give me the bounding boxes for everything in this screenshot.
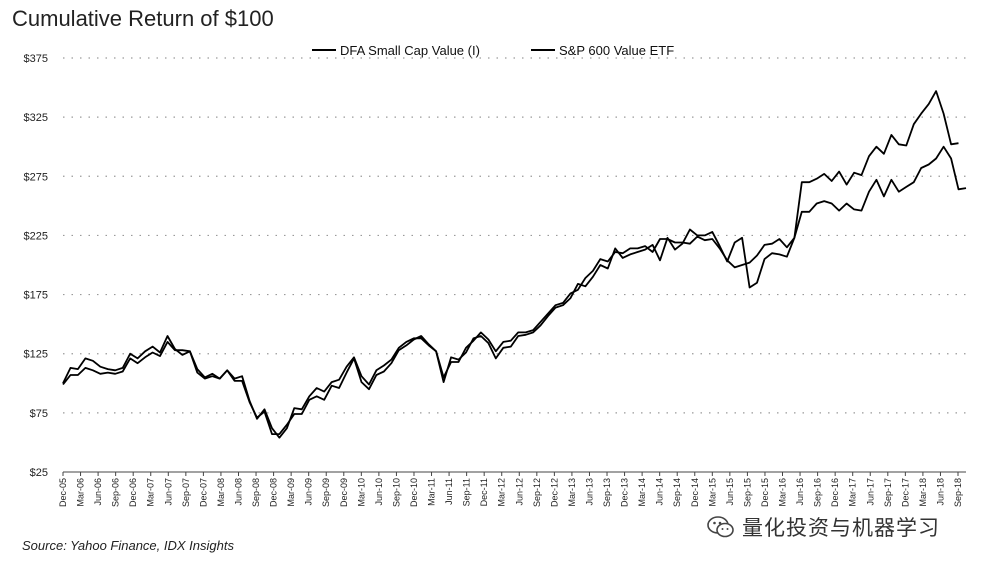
- x-tick-label: Jun-14: [655, 478, 665, 506]
- x-tick-label: Sep-06: [111, 478, 121, 507]
- x-tick-label: Mar-07: [146, 478, 156, 507]
- x-tick-label: Jun-09: [304, 478, 314, 506]
- x-tick-label: Dec-10: [409, 478, 419, 507]
- x-tick-label: Jun-12: [514, 478, 524, 506]
- x-tick-label: Jun-07: [163, 478, 173, 506]
- y-tick-label: $325: [24, 112, 48, 124]
- x-tick-label: Sep-15: [742, 478, 752, 507]
- x-tick-label: Dec-07: [198, 478, 208, 507]
- wechat-icon: [707, 516, 734, 538]
- y-tick-label: $375: [24, 53, 48, 65]
- x-tick-label: Sep-07: [181, 478, 191, 507]
- x-tick-label: Dec-09: [339, 478, 349, 507]
- x-tick-label: Sep-14: [672, 478, 682, 507]
- x-tick-label: Sep-10: [391, 478, 401, 507]
- source-note: Source: Yahoo Finance, IDX Insights: [22, 538, 234, 553]
- series-lines: [62, 90, 967, 439]
- y-tick-label: $275: [24, 171, 48, 183]
- x-tick-label: Sep-08: [251, 478, 261, 507]
- x-tick-label: Mar-16: [778, 478, 788, 507]
- y-tick-label: $175: [24, 290, 48, 302]
- x-tick-label: Dec-16: [830, 478, 840, 507]
- x-tick-label: Sep-16: [813, 478, 823, 507]
- x-tick-label: Dec-15: [760, 478, 770, 507]
- y-tick-label: $75: [30, 408, 48, 420]
- x-tick-label: Mar-06: [76, 478, 86, 507]
- x-tick-label: Jun-06: [93, 478, 103, 506]
- x-tick-label: Mar-11: [427, 478, 437, 506]
- axes: $25 $75 $125 $175 $225 $275 $325 $375 Dec-05 Mar-…: [24, 53, 966, 507]
- x-tick-label: Mar-14: [637, 478, 647, 507]
- watermark: 量化投资与机器学习: [706, 512, 940, 542]
- legend: DFA Small Cap Value (I) S&P 600 Value ETF: [312, 43, 674, 58]
- x-tick-label: Jun-16: [795, 478, 805, 506]
- y-tick-label: $125: [24, 349, 48, 361]
- x-tick-label: Dec-08: [269, 478, 279, 507]
- x-tick-label: Sep-17: [883, 478, 893, 507]
- x-tick-label: Sep-18: [953, 478, 963, 507]
- x-tick-label: Mar-17: [848, 478, 858, 507]
- legend-label-2: S&P 600 Value ETF: [559, 43, 674, 58]
- x-tick-label: Jun-17: [865, 478, 875, 506]
- x-tick-label: Dec-11: [479, 478, 489, 506]
- y-tick-label: $25: [30, 467, 48, 479]
- x-tick-label: Jun-10: [374, 478, 384, 506]
- x-tick-label: Sep-12: [532, 478, 542, 507]
- x-tick-label: Dec-17: [900, 478, 910, 507]
- watermark-text: 量化投资与机器学习: [742, 516, 940, 540]
- x-tick-label: Dec-05: [58, 478, 68, 507]
- series-line-1: [62, 145, 967, 439]
- x-tick-label: Jun-15: [725, 478, 735, 506]
- x-tick-label: Dec-13: [620, 478, 630, 507]
- x-tick-label: Sep-09: [321, 478, 331, 507]
- y-tick-label: $225: [24, 230, 48, 242]
- gridlines: [63, 57, 966, 414]
- x-tick-label: Dec-06: [128, 478, 138, 507]
- x-tick-label: Dec-12: [549, 478, 559, 507]
- x-tick-label: Mar-10: [356, 478, 366, 507]
- x-tick-label: Jun-08: [233, 478, 243, 506]
- x-tick-label: Mar-15: [707, 478, 717, 507]
- x-tick-label: Jun-13: [584, 478, 594, 506]
- x-tick-label: Mar-13: [567, 478, 577, 507]
- x-tick-label: Sep-13: [602, 478, 612, 507]
- x-tick-label: Jun-11: [444, 478, 454, 505]
- x-tick-label: Mar-08: [216, 478, 226, 507]
- chart-title: Cumulative Return of $100: [12, 6, 274, 31]
- x-tick-label: Dec-14: [690, 478, 700, 507]
- x-tick-label: Sep-11: [462, 478, 472, 506]
- x-tick-label: Jun-18: [935, 478, 945, 506]
- legend-label-1: DFA Small Cap Value (I): [340, 43, 480, 58]
- x-tick-label: Mar-18: [918, 478, 928, 507]
- series-line-2: [62, 90, 959, 435]
- x-tick-label: Mar-12: [497, 478, 507, 507]
- x-tick-label: Mar-09: [286, 478, 296, 507]
